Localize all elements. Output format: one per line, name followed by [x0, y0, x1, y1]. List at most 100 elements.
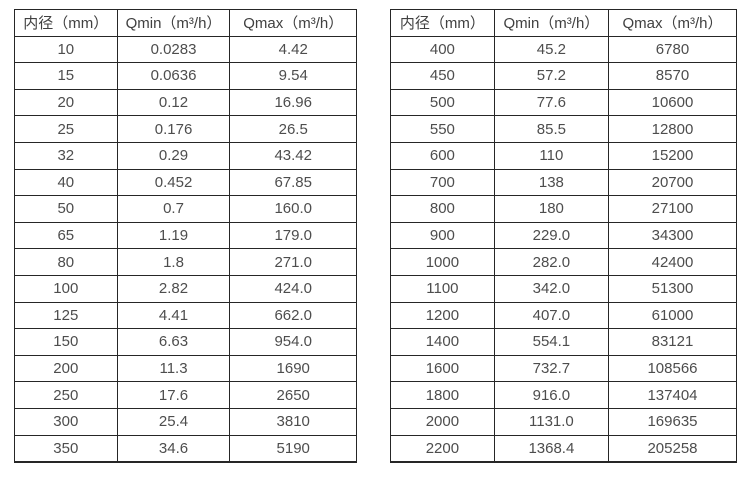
table-row: 1100 342.0 51300 — [390, 274, 738, 303]
table-cell: 25 — [14, 115, 118, 143]
header-row: 内径（mm） Qmin（m³/h） Qmax（m³/h） — [390, 9, 738, 37]
table-cell: 180 — [493, 195, 609, 223]
table-cell: 110 — [493, 141, 609, 170]
column-header-diameter: 内径（mm） — [14, 9, 118, 37]
table-cell: 954.0 — [229, 328, 357, 356]
table-cell: 700 — [390, 168, 495, 197]
column-header-qmin: Qmin（m³/h） — [493, 9, 609, 37]
table-cell: 16.96 — [229, 88, 357, 117]
table-row: 1200 407.0 61000 — [390, 301, 738, 330]
table-cell: 1131.0 — [493, 407, 609, 436]
header-row: 内径（mm） Qmin（m³/h） Qmax（m³/h） — [14, 9, 357, 37]
table-cell: 2000 — [390, 407, 495, 436]
table-cell: 4.42 — [229, 35, 357, 64]
table-cell: 0.7 — [116, 195, 231, 223]
table-cell: 20 — [14, 88, 118, 117]
table-cell: 1000 — [390, 248, 495, 276]
table-cell: 17.6 — [116, 381, 231, 409]
table-cell: 10 — [14, 35, 118, 64]
table-cell: 450 — [390, 62, 495, 90]
table-row: 80 1.8 271.0 — [14, 248, 357, 276]
table-row: 15 0.0636 9.54 — [14, 62, 357, 90]
table-cell: 100 — [14, 274, 118, 303]
table-row: 1600 732.7 108566 — [390, 354, 738, 383]
table-cell: 10600 — [607, 88, 738, 117]
table-row: 1800 916.0 137404 — [390, 381, 738, 409]
table-cell: 9.54 — [229, 62, 357, 90]
table-cell: 34300 — [607, 221, 738, 250]
table-row: 350 34.6 5190 — [14, 434, 357, 463]
table-cell: 61000 — [607, 301, 738, 330]
table-cell: 205258 — [607, 434, 738, 463]
table-cell: 150 — [14, 328, 118, 356]
table-row: 800 180 27100 — [390, 195, 738, 223]
table-cell: 271.0 — [229, 248, 357, 276]
table-cell: 51300 — [607, 274, 738, 303]
table-cell: 732.7 — [493, 354, 609, 383]
table-body: 400 45.2 6780 450 57.2 8570 500 77.6 10600 550 85.… — [390, 35, 738, 463]
table-cell: 108566 — [607, 354, 738, 383]
table-row: 20 0.12 16.96 — [14, 88, 357, 117]
table-cell: 80 — [14, 248, 118, 276]
table-cell: 1800 — [390, 381, 495, 409]
table-cell: 160.0 — [229, 195, 357, 223]
table-cell: 500 — [390, 88, 495, 117]
table-cell: 138 — [493, 168, 609, 197]
table-cell: 0.176 — [116, 115, 231, 143]
table-cell: 424.0 — [229, 274, 357, 303]
table-cell: 43.42 — [229, 141, 357, 170]
flow-range-table-small-diameters: 内径（mm） Qmin（m³/h） Qmax（m³/h） 10 0.0283 4.4… — [14, 9, 357, 464]
column-header-diameter: 内径（mm） — [390, 9, 495, 37]
table-cell: 342.0 — [493, 274, 609, 303]
table-cell: 4.41 — [116, 301, 231, 330]
table-row: 40 0.452 67.85 — [14, 168, 357, 197]
table-cell: 20700 — [607, 168, 738, 197]
table-cell: 15 — [14, 62, 118, 90]
table-row: 25 0.176 26.5 — [14, 115, 357, 143]
flow-range-table-large-diameters: 内径（mm） Qmin（m³/h） Qmax（m³/h） 400 45.2 6780… — [390, 9, 738, 464]
table-cell: 916.0 — [493, 381, 609, 409]
table-cell: 8570 — [607, 62, 738, 90]
table-cell: 137404 — [607, 381, 738, 409]
table-row: 250 17.6 2650 — [14, 381, 357, 409]
table-row: 600 110 15200 — [390, 141, 738, 170]
table-cell: 32 — [14, 141, 118, 170]
table-cell: 250 — [14, 381, 118, 409]
table-cell: 200 — [14, 354, 118, 383]
table-cell: 1.8 — [116, 248, 231, 276]
table-row: 2200 1368.4 205258 — [390, 434, 738, 463]
table-cell: 12800 — [607, 115, 738, 143]
table-cell: 1200 — [390, 301, 495, 330]
table-cell: 662.0 — [229, 301, 357, 330]
table-cell: 169635 — [607, 407, 738, 436]
table-row: 150 6.63 954.0 — [14, 328, 357, 356]
table-row: 900 229.0 34300 — [390, 221, 738, 250]
table-cell: 1600 — [390, 354, 495, 383]
table-cell: 0.0283 — [116, 35, 231, 64]
table-cell: 229.0 — [493, 221, 609, 250]
table-row: 2000 1131.0 169635 — [390, 407, 738, 436]
table-cell: 900 — [390, 221, 495, 250]
table-row: 500 77.6 10600 — [390, 88, 738, 117]
table-cell: 0.452 — [116, 168, 231, 197]
table-cell: 125 — [14, 301, 118, 330]
table-cell: 179.0 — [229, 221, 357, 250]
table-cell: 0.29 — [116, 141, 231, 170]
table-cell: 34.6 — [116, 434, 231, 463]
table-cell: 2650 — [229, 381, 357, 409]
table-cell: 42400 — [607, 248, 738, 276]
table-cell: 282.0 — [493, 248, 609, 276]
table-cell: 85.5 — [493, 115, 609, 143]
table-cell: 65 — [14, 221, 118, 250]
table-cell: 15200 — [607, 141, 738, 170]
table-cell: 50 — [14, 195, 118, 223]
table-row: 450 57.2 8570 — [390, 62, 738, 90]
table-row: 50 0.7 160.0 — [14, 195, 357, 223]
table-cell: 1368.4 — [493, 434, 609, 463]
column-header-qmax: Qmax（m³/h） — [229, 9, 357, 37]
table-cell: 350 — [14, 434, 118, 463]
table-cell: 57.2 — [493, 62, 609, 90]
table-cell: 1.19 — [116, 221, 231, 250]
table-cell: 6.63 — [116, 328, 231, 356]
